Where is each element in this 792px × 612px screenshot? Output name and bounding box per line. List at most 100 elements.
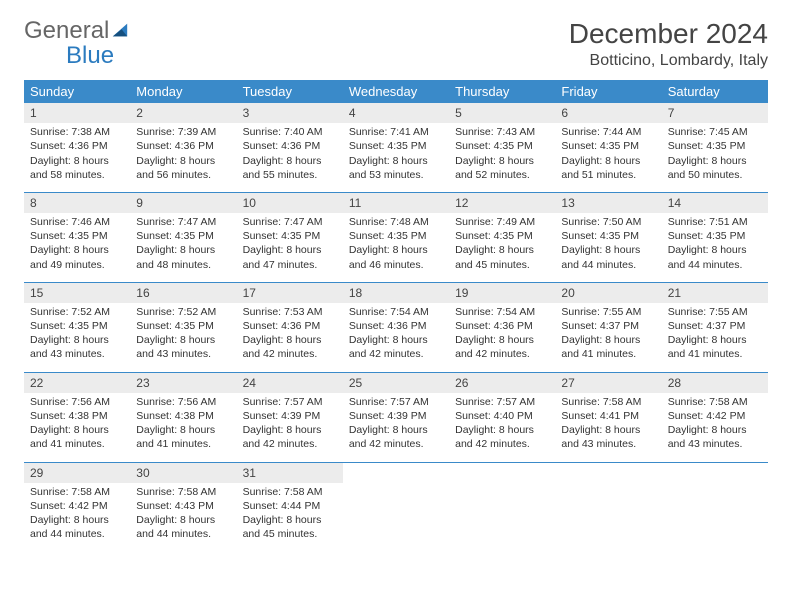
sunrise-text: Sunrise: 7:46 AM (30, 215, 124, 229)
calendar-row: 1Sunrise: 7:38 AMSunset: 4:36 PMDaylight… (24, 103, 768, 192)
page-title: December 2024 (569, 18, 768, 50)
daylight-text: Daylight: 8 hours (243, 154, 337, 168)
sunrise-text: Sunrise: 7:39 AM (136, 125, 230, 139)
sunset-text: Sunset: 4:42 PM (668, 409, 762, 423)
day-body: Sunrise: 7:47 AMSunset: 4:35 PMDaylight:… (237, 213, 343, 282)
daylight-text: Daylight: 8 hours (455, 423, 549, 437)
calendar-cell: 11Sunrise: 7:48 AMSunset: 4:35 PMDayligh… (343, 192, 449, 282)
weekday-header: Wednesday (343, 80, 449, 103)
location: Botticino, Lombardy, Italy (569, 52, 768, 70)
daylight-text: and 44 minutes. (30, 527, 124, 541)
sunset-text: Sunset: 4:35 PM (455, 139, 549, 153)
sunrise-text: Sunrise: 7:58 AM (30, 485, 124, 499)
sunrise-text: Sunrise: 7:49 AM (455, 215, 549, 229)
calendar-cell: .. (662, 462, 768, 551)
day-number: 25 (343, 373, 449, 393)
day-body: Sunrise: 7:54 AMSunset: 4:36 PMDaylight:… (449, 303, 555, 372)
sunset-text: Sunset: 4:35 PM (30, 229, 124, 243)
day-number: 22 (24, 373, 130, 393)
daylight-text: Daylight: 8 hours (349, 154, 443, 168)
calendar-cell: 1Sunrise: 7:38 AMSunset: 4:36 PMDaylight… (24, 103, 130, 192)
sunrise-text: Sunrise: 7:44 AM (561, 125, 655, 139)
sunset-text: Sunset: 4:42 PM (30, 499, 124, 513)
calendar-row: 8Sunrise: 7:46 AMSunset: 4:35 PMDaylight… (24, 192, 768, 282)
day-body: Sunrise: 7:58 AMSunset: 4:44 PMDaylight:… (237, 483, 343, 552)
daylight-text: and 53 minutes. (349, 168, 443, 182)
calendar-cell: 23Sunrise: 7:56 AMSunset: 4:38 PMDayligh… (130, 372, 236, 462)
daylight-text: and 43 minutes. (136, 347, 230, 361)
day-number: 11 (343, 193, 449, 213)
daylight-text: Daylight: 8 hours (243, 423, 337, 437)
daylight-text: Daylight: 8 hours (30, 333, 124, 347)
day-body: Sunrise: 7:54 AMSunset: 4:36 PMDaylight:… (343, 303, 449, 372)
calendar-cell: 31Sunrise: 7:58 AMSunset: 4:44 PMDayligh… (237, 462, 343, 551)
day-number: 8 (24, 193, 130, 213)
sunrise-text: Sunrise: 7:57 AM (455, 395, 549, 409)
day-number: 9 (130, 193, 236, 213)
sunrise-text: Sunrise: 7:58 AM (136, 485, 230, 499)
day-body: Sunrise: 7:47 AMSunset: 4:35 PMDaylight:… (130, 213, 236, 282)
sunrise-text: Sunrise: 7:53 AM (243, 305, 337, 319)
day-number: 20 (555, 283, 661, 303)
sunset-text: Sunset: 4:36 PM (243, 139, 337, 153)
sunset-text: Sunset: 4:37 PM (561, 319, 655, 333)
calendar-cell: 21Sunrise: 7:55 AMSunset: 4:37 PMDayligh… (662, 282, 768, 372)
day-number: 28 (662, 373, 768, 393)
daylight-text: Daylight: 8 hours (136, 333, 230, 347)
sunrise-text: Sunrise: 7:51 AM (668, 215, 762, 229)
daylight-text: and 42 minutes. (455, 437, 549, 451)
daylight-text: Daylight: 8 hours (136, 423, 230, 437)
day-number: 27 (555, 373, 661, 393)
daylight-text: Daylight: 8 hours (30, 154, 124, 168)
weekday-header: Monday (130, 80, 236, 103)
daylight-text: and 51 minutes. (561, 168, 655, 182)
daylight-text: and 50 minutes. (668, 168, 762, 182)
daylight-text: and 42 minutes. (349, 347, 443, 361)
daylight-text: Daylight: 8 hours (30, 423, 124, 437)
day-number: 5 (449, 103, 555, 123)
daylight-text: and 46 minutes. (349, 258, 443, 272)
calendar-cell: 15Sunrise: 7:52 AMSunset: 4:35 PMDayligh… (24, 282, 130, 372)
sunset-text: Sunset: 4:39 PM (349, 409, 443, 423)
day-body: Sunrise: 7:57 AMSunset: 4:40 PMDaylight:… (449, 393, 555, 462)
logo: GeneralBlue (24, 18, 130, 68)
daylight-text: Daylight: 8 hours (668, 243, 762, 257)
daylight-text: Daylight: 8 hours (561, 333, 655, 347)
logo-text-2: Blue (66, 42, 114, 69)
sunset-text: Sunset: 4:41 PM (561, 409, 655, 423)
sunset-text: Sunset: 4:35 PM (349, 229, 443, 243)
daylight-text: Daylight: 8 hours (455, 243, 549, 257)
daylight-text: and 41 minutes. (561, 347, 655, 361)
daylight-text: Daylight: 8 hours (455, 333, 549, 347)
day-body: Sunrise: 7:49 AMSunset: 4:35 PMDaylight:… (449, 213, 555, 282)
day-number: 23 (130, 373, 236, 393)
daylight-text: Daylight: 8 hours (349, 423, 443, 437)
daylight-text: and 52 minutes. (455, 168, 549, 182)
calendar-cell: 24Sunrise: 7:57 AMSunset: 4:39 PMDayligh… (237, 372, 343, 462)
daylight-text: and 42 minutes. (243, 347, 337, 361)
day-body: Sunrise: 7:39 AMSunset: 4:36 PMDaylight:… (130, 123, 236, 192)
daylight-text: and 44 minutes. (668, 258, 762, 272)
calendar-cell: 26Sunrise: 7:57 AMSunset: 4:40 PMDayligh… (449, 372, 555, 462)
sunset-text: Sunset: 4:36 PM (349, 319, 443, 333)
calendar-cell: 27Sunrise: 7:58 AMSunset: 4:41 PMDayligh… (555, 372, 661, 462)
calendar-cell: .. (449, 462, 555, 551)
sunset-text: Sunset: 4:40 PM (455, 409, 549, 423)
calendar-cell: 29Sunrise: 7:58 AMSunset: 4:42 PMDayligh… (24, 462, 130, 551)
sunset-text: Sunset: 4:35 PM (668, 229, 762, 243)
sunrise-text: Sunrise: 7:38 AM (30, 125, 124, 139)
calendar-cell: 28Sunrise: 7:58 AMSunset: 4:42 PMDayligh… (662, 372, 768, 462)
calendar-row: 22Sunrise: 7:56 AMSunset: 4:38 PMDayligh… (24, 372, 768, 462)
day-body: Sunrise: 7:57 AMSunset: 4:39 PMDaylight:… (237, 393, 343, 462)
day-body: Sunrise: 7:48 AMSunset: 4:35 PMDaylight:… (343, 213, 449, 282)
sunset-text: Sunset: 4:35 PM (349, 139, 443, 153)
daylight-text: and 45 minutes. (243, 527, 337, 541)
day-body: Sunrise: 7:41 AMSunset: 4:35 PMDaylight:… (343, 123, 449, 192)
day-number: 21 (662, 283, 768, 303)
header: GeneralBlue December 2024 Botticino, Lom… (24, 18, 768, 70)
sunrise-text: Sunrise: 7:52 AM (136, 305, 230, 319)
day-body: Sunrise: 7:52 AMSunset: 4:35 PMDaylight:… (130, 303, 236, 372)
daylight-text: Daylight: 8 hours (349, 243, 443, 257)
sunrise-text: Sunrise: 7:55 AM (668, 305, 762, 319)
daylight-text: Daylight: 8 hours (561, 154, 655, 168)
